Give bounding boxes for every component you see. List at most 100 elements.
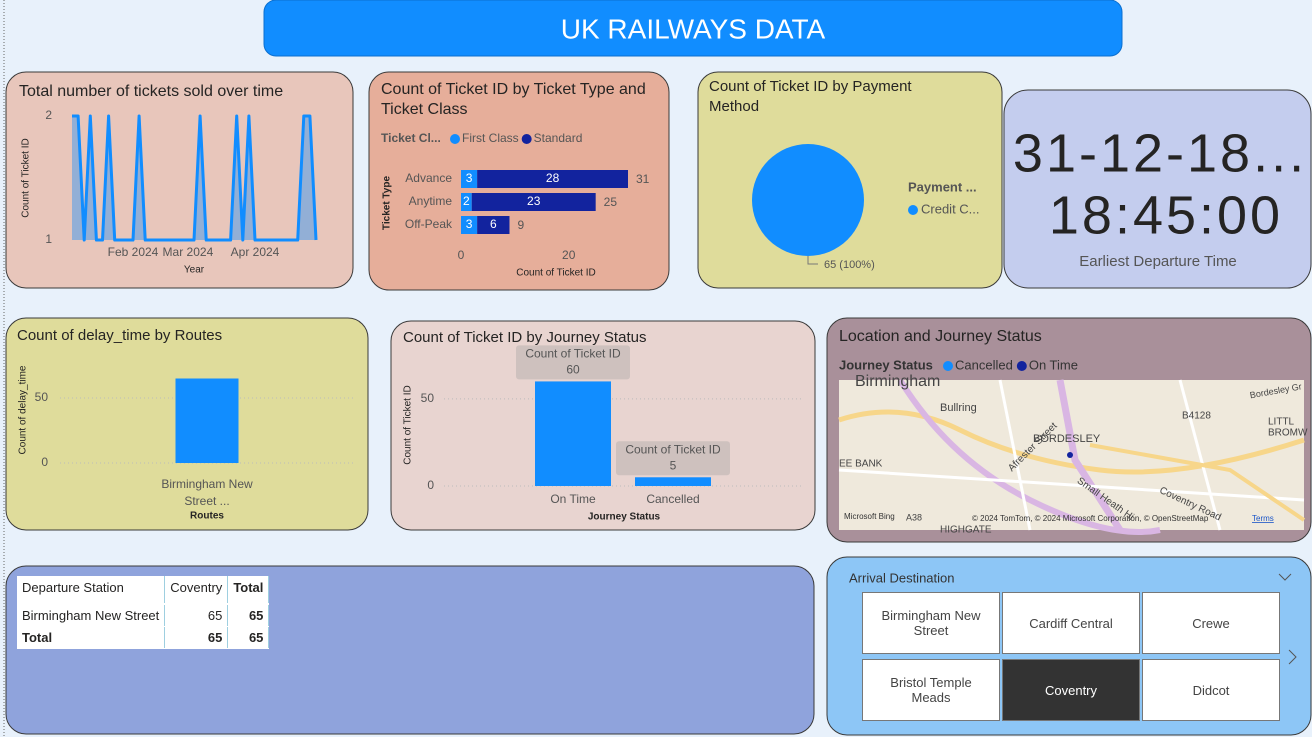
y-tick-label: Advance <box>405 171 452 185</box>
map <box>838 378 1306 535</box>
slicer-item[interactable]: Crewe <box>1142 592 1280 654</box>
slicer-item[interactable]: Coventry <box>1002 659 1140 721</box>
slicer-item[interactable]: Birmingham New Street <box>862 592 1000 654</box>
x-tick-label: Cancelled <box>646 492 700 506</box>
table-header-row: Departure Station Coventry Total <box>17 576 270 605</box>
header-title: UK RAILWAYS DATA <box>561 13 826 44</box>
road <box>1056 379 1123 532</box>
column-header: Departure Station <box>17 576 166 605</box>
card-label: Earliest Departure Time <box>1079 253 1237 270</box>
chevron[interactable] <box>1278 573 1292 581</box>
y-tick-label: 0 <box>41 455 48 469</box>
place-label: A38 <box>906 512 922 522</box>
legend-marker <box>908 205 918 215</box>
tooltip-label: Count of Ticket ID <box>525 347 621 361</box>
pie-slice <box>752 144 864 256</box>
chart-title: Count of Ticket ID by Payment Method <box>709 78 912 115</box>
y-tick-label: 1 <box>45 232 52 246</box>
slicer-grid: Birmingham New Street Cardiff Central Crew… <box>862 592 1280 721</box>
legend-label: On Time <box>1029 357 1078 372</box>
place-label: LITTL <box>1268 417 1295 428</box>
x-tick-label: 0 <box>458 248 465 262</box>
x-axis-label: Journey Status <box>588 512 661 523</box>
chart-title: Count of delay_time by Routes <box>17 327 223 344</box>
legend-label: Cancelled <box>955 357 1013 372</box>
legend-marker <box>1016 361 1027 371</box>
y-tick-label: 50 <box>421 391 435 405</box>
place-label: BORDESLEY <box>1033 433 1101 445</box>
y-tick-label: 2 <box>45 108 52 122</box>
data-label: 6 <box>490 217 497 231</box>
next-arrow[interactable] <box>1288 649 1297 665</box>
card-value: 31-12-18... <box>1013 123 1307 183</box>
header-bar <box>263 0 1123 57</box>
legend-marker <box>450 134 460 144</box>
legend-label: Standard <box>534 131 583 145</box>
card-value: 18:45:00 <box>1049 185 1283 245</box>
chart-title: Count of Ticket ID by Journey Status <box>403 329 647 346</box>
y-axis-label: Count of Ticket ID <box>403 385 414 464</box>
table-cell: Total <box>17 626 166 649</box>
x-tick-label: Birmingham New Street ... <box>161 477 253 508</box>
legend-marker <box>943 361 953 371</box>
slicer-title: Arrival Destination <box>849 570 955 585</box>
place-label: HIGHGATE <box>940 525 992 536</box>
map-title: Location and Journey Status <box>839 328 1042 345</box>
map-point[interactable] <box>1067 452 1073 458</box>
y-tick-label: 0 <box>427 478 434 492</box>
data-label: 2 <box>463 194 470 208</box>
slicer-item[interactable]: Didcot <box>1142 659 1280 721</box>
place-label: BROMW <box>1268 428 1308 439</box>
x-tick-label: Feb 2024 <box>108 245 159 259</box>
y-axis-label: Count of Ticket ID <box>21 138 32 217</box>
table-cell: 65 <box>227 626 270 649</box>
panel <box>5 71 354 289</box>
x-tick-label: 20 <box>562 248 576 262</box>
tooltip-value: 60 <box>566 363 580 377</box>
y-tick-label: Off-Peak <box>405 217 453 231</box>
table-cell: 65 <box>164 626 229 649</box>
line <box>72 114 318 242</box>
legend-marker <box>521 134 532 144</box>
place-label: EE BANK <box>839 459 883 470</box>
legend-title: Ticket Cl... <box>381 131 441 145</box>
column-header: Coventry <box>164 576 229 605</box>
slicer-item[interactable]: Bristol Temple Meads <box>862 659 1000 721</box>
data-label: 28 <box>546 171 560 185</box>
y-tick-label: 50 <box>35 390 49 404</box>
bar <box>175 378 239 463</box>
y-axis-label: Ticket Type <box>382 176 393 231</box>
data-label: 3 <box>466 217 473 231</box>
bar <box>535 381 611 486</box>
table-cell: Birmingham New Street <box>17 604 166 627</box>
map-attribution: © 2024 TomTom, © 2024 Microsoft Corporat… <box>972 514 1209 523</box>
x-tick-label: On Time <box>550 492 596 506</box>
data-label: 3 <box>466 171 473 185</box>
total-label: 25 <box>604 195 618 209</box>
table-cell: 65 <box>227 604 270 627</box>
x-axis-label: Year <box>184 265 205 276</box>
bar-segment <box>461 193 472 211</box>
table-cell: 65 <box>164 604 229 627</box>
tooltip-value: 5 <box>670 458 677 472</box>
legend-title: Journey Status <box>839 357 933 372</box>
map-terms: Terms <box>1252 514 1274 523</box>
matrix-table: Departure Station Coventry Total Birmingham… <box>17 576 270 649</box>
table-row: Birmingham New Street 65 65 <box>17 604 270 627</box>
x-tick-label: Mar 2024 <box>163 245 214 259</box>
legend-title: Payment ... <box>908 179 977 194</box>
total-label: 9 <box>517 218 524 232</box>
y-axis-label: Count of delay_time <box>18 365 29 454</box>
x-tick-label: Apr 2024 <box>231 245 280 259</box>
table-row: Total 65 65 <box>17 626 270 649</box>
legend-label: First Class <box>462 131 519 145</box>
bar-segment <box>477 170 628 188</box>
bar <box>635 477 711 486</box>
tooltip <box>516 345 630 380</box>
slicer-item[interactable]: Cardiff Central <box>1002 592 1140 654</box>
card-panel <box>1003 89 1312 289</box>
place-label: B4128 <box>1182 411 1211 422</box>
map-provider: Microsoft Bing <box>844 512 895 521</box>
data-label: 65 (100%) <box>824 259 875 271</box>
